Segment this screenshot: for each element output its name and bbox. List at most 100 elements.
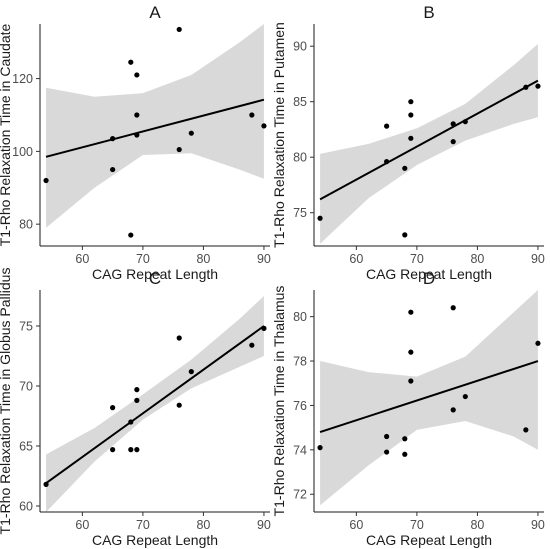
regression-line-c [45, 325, 265, 485]
data-point-c [176, 335, 182, 341]
x-axis-title-c: CAG Repeat Length [92, 532, 218, 548]
x-tick-label-a: 70 [136, 252, 150, 266]
y-tick-label-b: 75 [293, 206, 307, 220]
data-point-a [134, 112, 140, 118]
data-point-c [134, 397, 140, 403]
y-tick-label-a: 120 [12, 72, 33, 86]
data-point-c [110, 447, 116, 453]
y-tick-label-c: 75 [19, 320, 33, 334]
data-point-a [134, 72, 140, 78]
data-point-a [261, 123, 267, 129]
data-point-a [128, 59, 134, 65]
data-point-c [43, 481, 49, 487]
panel-title-b: B [423, 3, 434, 22]
confidence-band-b [320, 44, 538, 244]
data-point-d [402, 436, 408, 442]
x-tick-label-d: 70 [410, 518, 424, 532]
data-point-b [402, 232, 408, 238]
y-tick-label-a: 100 [12, 145, 33, 159]
x-tick-label-c: 70 [136, 518, 150, 532]
panel-title-d: D [423, 269, 435, 288]
y-tick-label-d: 76 [293, 399, 307, 413]
y-axis-title-d: T1-Rho Relaxation Time in Thalamus [271, 286, 287, 517]
data-point-a [128, 232, 134, 238]
data-point-c [110, 405, 116, 411]
x-axis-title-b: CAG Repeat Length [366, 266, 492, 282]
y-axis-title-b: T1-Rho Relaxation Time in Putamen [271, 22, 287, 248]
confidence-band-d [320, 290, 538, 506]
x-tick-label-b: 70 [410, 252, 424, 266]
data-point-c [134, 447, 140, 453]
data-point-a [134, 132, 140, 138]
y-tick-label-c: 65 [19, 440, 33, 454]
data-point-b [450, 121, 456, 127]
data-point-b [535, 83, 541, 89]
x-axis-title-d: CAG Repeat Length [366, 532, 492, 548]
data-point-d [408, 349, 414, 355]
x-tick-label-c: 80 [196, 518, 210, 532]
y-tick-label-b: 80 [293, 151, 307, 165]
regression-line-d [319, 360, 539, 434]
y-tick-label-b: 85 [293, 95, 307, 109]
data-point-d [317, 445, 323, 451]
data-point-d [523, 427, 529, 433]
y-axis-title-c: T1-Rho Relaxation Time in Globus Pallidu… [0, 268, 13, 535]
x-tick-label-b: 90 [531, 252, 545, 266]
data-point-c [134, 387, 140, 393]
data-point-d [462, 393, 468, 400]
x-tick-label-b: 80 [470, 252, 484, 266]
x-tick-label-c: 60 [75, 518, 89, 532]
y-tick-label-d: 72 [293, 488, 307, 502]
data-point-b [408, 135, 414, 141]
y-tick-label-d: 74 [293, 443, 307, 457]
data-point-b [402, 165, 408, 171]
y-tick-label-d: 78 [293, 355, 307, 369]
y-axis-title-a: T1-Rho Relaxation Time in Caudate [0, 24, 13, 247]
data-point-b [384, 123, 390, 129]
data-point-c [261, 325, 267, 331]
x-tick-label-c: 90 [257, 518, 271, 532]
x-tick-label-d: 90 [531, 518, 545, 532]
y-tick-label-c: 60 [19, 500, 33, 514]
y-tick-label-b: 90 [293, 40, 307, 54]
data-point-a [110, 136, 116, 142]
panel-title-c: C [149, 269, 161, 288]
data-point-d [408, 378, 414, 384]
y-tick-label-a: 80 [19, 218, 33, 232]
regression-line-a [45, 98, 265, 158]
data-point-b [408, 99, 414, 105]
x-tick-label-d: 80 [470, 518, 484, 532]
data-point-d [402, 451, 408, 457]
data-point-b [317, 215, 323, 221]
y-tick-label-d: 80 [293, 310, 307, 324]
data-point-d [384, 433, 390, 440]
data-point-d [408, 309, 414, 315]
data-point-d [450, 407, 456, 413]
data-point-a [176, 146, 182, 153]
data-point-b [408, 112, 414, 118]
data-point-d [535, 340, 541, 346]
data-point-a [249, 112, 255, 118]
data-point-d [384, 449, 390, 455]
regression-line-b [319, 79, 539, 201]
x-tick-label-b: 60 [349, 252, 363, 266]
x-tick-label-a: 60 [75, 252, 89, 266]
data-point-b [384, 159, 390, 165]
panel-a: 60 70 80 90 80 100 120 A CAG Repeat Length T1-Rho… [0, 3, 271, 282]
panel-title-a: A [149, 3, 161, 22]
data-point-c [176, 402, 182, 408]
data-point-a [176, 26, 182, 33]
data-point-a [43, 177, 49, 184]
y-tick-label-c: 70 [19, 380, 33, 394]
x-axis-title-a: CAG Repeat Length [92, 266, 218, 282]
data-point-a [110, 166, 116, 173]
data-point-c [128, 419, 134, 425]
data-point-c [249, 342, 255, 348]
data-point-b [523, 84, 529, 90]
x-tick-label-a: 80 [196, 252, 210, 266]
data-point-a [188, 130, 194, 136]
x-tick-label-a: 90 [257, 252, 271, 266]
confidence-band-a [46, 24, 264, 228]
